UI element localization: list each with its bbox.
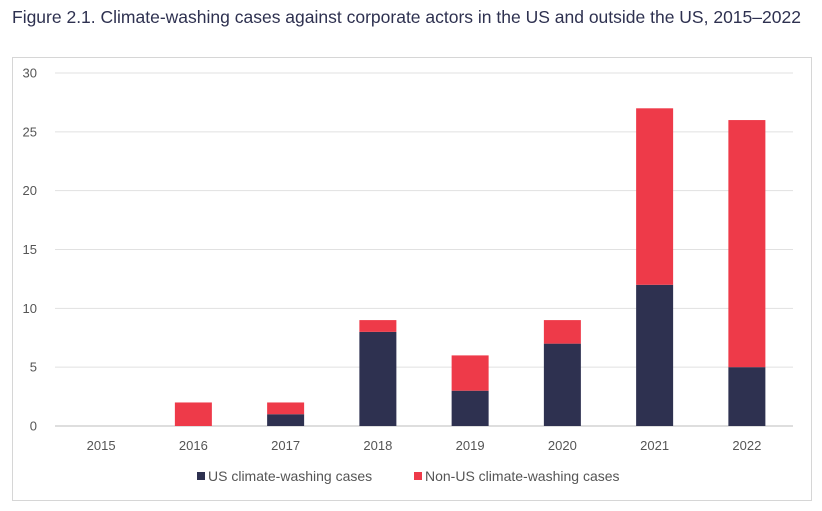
non-us-bar-2019	[451, 355, 489, 391]
bars	[174, 108, 766, 426]
x-tick-label: 2020	[548, 438, 577, 453]
legend-label: Non-US climate-washing cases	[425, 468, 620, 484]
legend-label: US climate-washing cases	[208, 468, 372, 484]
y-axis-ticks: 0 5 10 15 20 25 30	[23, 66, 37, 434]
y-tick-label: 25	[23, 124, 37, 139]
non-us-bar-2017	[267, 402, 305, 415]
x-tick-label: 2022	[732, 438, 761, 453]
x-tick-label: 2017	[271, 438, 300, 453]
y-tick-label: 15	[23, 242, 37, 257]
non-us-bar-2020	[543, 320, 581, 344]
y-tick-label: 0	[30, 419, 37, 434]
us-bar-2022	[728, 367, 766, 426]
y-tick-label: 5	[30, 360, 37, 375]
x-tick-label: 2021	[640, 438, 669, 453]
non-us-bar-2016	[174, 402, 212, 426]
non-us-bar-2018	[359, 320, 397, 332]
x-tick-label: 2016	[179, 438, 208, 453]
grid-lines	[55, 72, 793, 427]
x-axis-ticks: 2015 2016 2017 2018 2019 2020 2021 2022	[87, 438, 762, 453]
us-bar-2020	[543, 343, 581, 426]
y-tick-label: 10	[23, 301, 37, 316]
x-tick-label: 2015	[87, 438, 116, 453]
x-tick-label: 2019	[456, 438, 485, 453]
non-us-bar-2022	[728, 120, 766, 368]
legend: US climate-washing cases Non-US climate-w…	[197, 468, 620, 484]
legend-swatch	[414, 472, 422, 480]
us-bar-2021	[636, 284, 674, 426]
us-bar-2017	[267, 414, 305, 426]
y-tick-label: 30	[23, 66, 37, 81]
y-tick-label: 20	[23, 183, 37, 198]
us-bar-2019	[451, 390, 489, 426]
non-us-bar-2021	[636, 108, 674, 285]
legend-swatch	[197, 472, 205, 480]
chart-title: Figure 2.1. Climate-washing cases agains…	[12, 7, 801, 27]
us-bar-2018	[359, 331, 397, 426]
x-tick-label: 2018	[363, 438, 392, 453]
chart-frame	[12, 57, 812, 501]
